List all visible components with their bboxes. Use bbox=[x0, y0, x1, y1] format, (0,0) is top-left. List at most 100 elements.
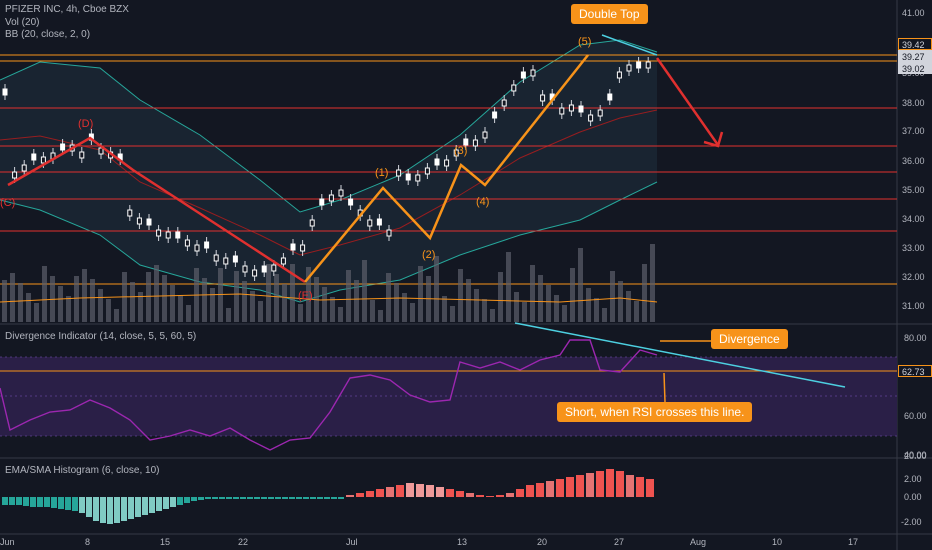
volume-bar bbox=[82, 269, 87, 322]
candle-body bbox=[12, 171, 18, 179]
rsi-axis-label: 20.00 bbox=[904, 451, 927, 461]
candle-body bbox=[175, 231, 181, 239]
rsi-line bbox=[0, 339, 658, 451]
candle-body bbox=[645, 61, 651, 69]
volume-bar bbox=[146, 272, 151, 322]
price-tag: 39.42 bbox=[898, 38, 932, 50]
candle-body bbox=[328, 194, 334, 202]
histogram-bar bbox=[51, 497, 57, 508]
wave-label: (2) bbox=[422, 249, 436, 261]
histogram-bar bbox=[506, 493, 514, 497]
histogram-bar bbox=[72, 497, 78, 511]
candle-body bbox=[136, 217, 142, 225]
time-axis-label: 13 bbox=[457, 537, 468, 547]
candle-body bbox=[290, 243, 296, 251]
histogram-bar bbox=[2, 497, 8, 505]
candle-body bbox=[597, 109, 603, 117]
volume-bar bbox=[26, 293, 31, 322]
histogram-bar bbox=[58, 497, 64, 509]
volume-bar bbox=[90, 279, 95, 322]
volume-bar bbox=[114, 309, 119, 322]
volume-bar bbox=[642, 264, 647, 322]
candle-body bbox=[280, 257, 286, 265]
projection-arrow bbox=[655, 57, 720, 146]
volume-bar bbox=[434, 256, 439, 322]
volume-bar bbox=[618, 281, 623, 322]
volume-bar bbox=[610, 271, 615, 322]
volume-bar bbox=[450, 306, 455, 322]
volume-bar bbox=[274, 274, 279, 322]
volume-bar bbox=[42, 266, 47, 322]
price-axis-label: 34.00 bbox=[902, 214, 925, 224]
candle-body bbox=[252, 269, 258, 277]
volume-bar bbox=[466, 279, 471, 322]
candle-body bbox=[424, 167, 430, 175]
rsi-band bbox=[0, 357, 897, 436]
volume-bar bbox=[650, 244, 655, 322]
candle-body bbox=[242, 265, 248, 273]
candle-body bbox=[165, 231, 171, 239]
candle-body bbox=[232, 255, 238, 263]
volume-bar bbox=[514, 292, 519, 322]
histogram-axis-label: 2.00 bbox=[904, 474, 922, 484]
volume-bar bbox=[210, 288, 215, 322]
volume-bar bbox=[322, 287, 327, 322]
histogram-bar bbox=[566, 477, 574, 497]
volume-bar bbox=[530, 265, 535, 322]
histogram-bar bbox=[317, 497, 323, 499]
volume-bar bbox=[402, 293, 407, 322]
price-axis-label: 37.00 bbox=[902, 126, 925, 136]
histogram-bar bbox=[114, 497, 120, 523]
histogram-bar bbox=[646, 479, 654, 497]
volume-bar bbox=[538, 275, 543, 322]
volume-bar bbox=[522, 302, 527, 322]
volume-bar bbox=[266, 264, 271, 322]
histogram-bar bbox=[606, 469, 614, 497]
volume-bar bbox=[258, 301, 263, 322]
histogram-bar bbox=[289, 497, 295, 499]
volume-bar bbox=[58, 286, 63, 322]
histogram-bar bbox=[616, 471, 624, 497]
volume-bar bbox=[162, 275, 167, 322]
histogram-bar bbox=[163, 497, 169, 509]
wave-label: (C) bbox=[0, 197, 16, 209]
volume-bar bbox=[586, 288, 591, 322]
histogram-bar bbox=[576, 475, 584, 497]
wave-label: (1) bbox=[375, 167, 389, 179]
volume-bar bbox=[346, 270, 351, 322]
candle-body bbox=[530, 69, 536, 77]
volume-bar bbox=[498, 272, 503, 322]
candle-body bbox=[501, 99, 507, 107]
price-axis-label: 33.00 bbox=[902, 243, 925, 253]
volume-bar bbox=[298, 304, 303, 322]
candle-body bbox=[482, 131, 488, 139]
volume-bar bbox=[66, 296, 71, 322]
candle-body bbox=[636, 61, 642, 69]
symbol-title: PFIZER INC, 4h, Cboe BZX bbox=[5, 4, 129, 15]
candle-body bbox=[376, 218, 382, 226]
volume-legend: Vol (20) bbox=[5, 17, 40, 28]
candle-body bbox=[194, 244, 200, 252]
candle-body bbox=[607, 93, 613, 101]
rsi-value-tag: 62.73 bbox=[898, 365, 932, 377]
volume-bar bbox=[362, 260, 367, 322]
volume-bar bbox=[410, 303, 415, 322]
volume-bar bbox=[186, 305, 191, 322]
candle-body bbox=[540, 94, 546, 102]
histogram-bar bbox=[170, 497, 176, 507]
volume-bar bbox=[178, 295, 183, 322]
volume-bar bbox=[634, 301, 639, 322]
candle-body bbox=[271, 264, 277, 272]
histogram-bar bbox=[226, 497, 232, 499]
candle-body bbox=[472, 139, 478, 147]
candle-body bbox=[559, 107, 565, 115]
candle-body bbox=[21, 164, 27, 172]
volume-bar bbox=[482, 299, 487, 322]
candle-body bbox=[367, 219, 373, 227]
histogram-axis-label: 0.00 bbox=[904, 492, 922, 502]
volume-bar bbox=[282, 284, 287, 322]
candle-body bbox=[40, 156, 46, 164]
histogram-bar bbox=[366, 491, 374, 497]
volume-bar bbox=[506, 252, 511, 322]
